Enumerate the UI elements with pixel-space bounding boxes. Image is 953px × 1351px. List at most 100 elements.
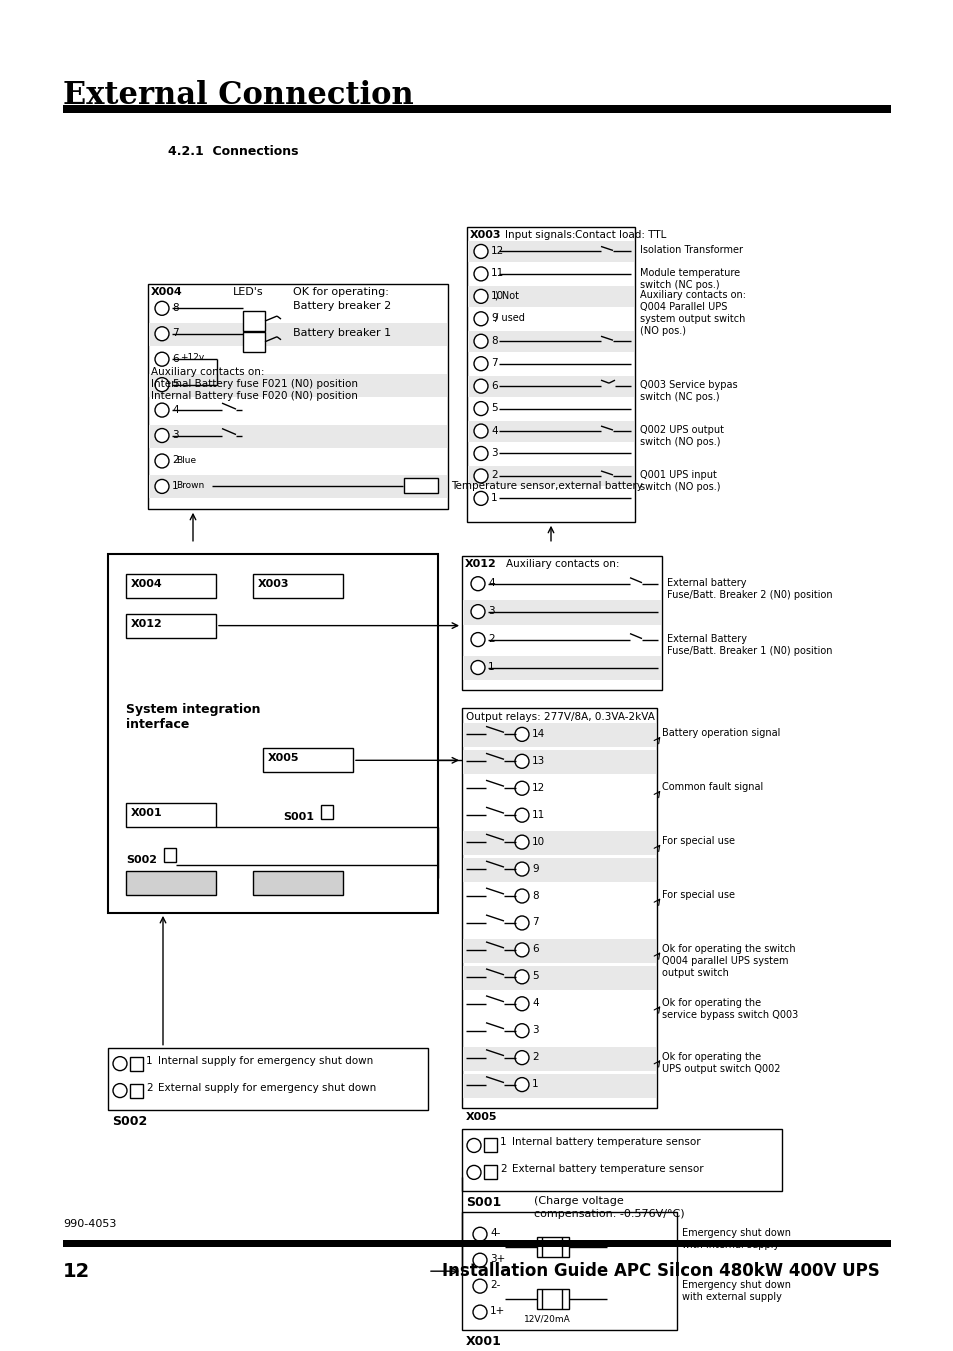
Text: External battery temperature sensor: External battery temperature sensor xyxy=(512,1165,703,1174)
Text: 4: 4 xyxy=(488,578,494,588)
Text: 2: 2 xyxy=(172,455,178,466)
Bar xyxy=(462,655,660,681)
Bar xyxy=(149,323,447,346)
Text: Battery operation signal: Battery operation signal xyxy=(661,728,780,739)
Text: Battery breaker 2: Battery breaker 2 xyxy=(293,301,391,311)
Circle shape xyxy=(515,1051,529,1065)
Text: ) Not: ) Not xyxy=(495,290,518,300)
Bar xyxy=(462,600,660,624)
Text: S002: S002 xyxy=(112,1115,147,1128)
Text: service bypass switch Q003: service bypass switch Q003 xyxy=(661,1009,798,1020)
Text: 7: 7 xyxy=(172,328,178,338)
Text: 2-: 2- xyxy=(490,1281,500,1290)
Text: Q001 UPS input: Q001 UPS input xyxy=(639,470,716,480)
Bar xyxy=(130,1084,143,1097)
Text: 2: 2 xyxy=(491,470,497,481)
Bar xyxy=(462,750,656,774)
Bar xyxy=(468,331,634,351)
Bar xyxy=(126,871,215,894)
Bar xyxy=(461,555,661,690)
Bar xyxy=(164,848,175,862)
Text: Q003 Service bypas: Q003 Service bypas xyxy=(639,380,737,390)
Bar xyxy=(467,227,635,521)
Text: interface: interface xyxy=(126,719,190,731)
Bar xyxy=(468,242,634,262)
Circle shape xyxy=(515,781,529,796)
Text: Auxiliary contacts on:: Auxiliary contacts on: xyxy=(505,559,618,569)
Text: 13: 13 xyxy=(532,755,545,766)
Bar xyxy=(108,554,437,913)
Bar xyxy=(462,831,656,855)
Text: with external supply: with external supply xyxy=(681,1292,781,1302)
Text: 2: 2 xyxy=(532,1052,538,1062)
Text: X004: X004 xyxy=(131,578,163,589)
Text: 12V/20mA: 12V/20mA xyxy=(523,1315,570,1323)
Text: Ok for operating the: Ok for operating the xyxy=(661,998,760,1008)
Text: Auxiliary contacts on:: Auxiliary contacts on: xyxy=(151,366,264,377)
Text: 3: 3 xyxy=(491,449,497,458)
Circle shape xyxy=(474,289,488,304)
Circle shape xyxy=(473,1254,486,1267)
Circle shape xyxy=(154,327,169,340)
Text: 1: 1 xyxy=(172,481,178,490)
Text: X003: X003 xyxy=(470,231,501,240)
Bar xyxy=(63,105,890,112)
Text: Q002 UPS output: Q002 UPS output xyxy=(639,426,723,435)
Bar xyxy=(468,466,634,486)
Bar xyxy=(461,1129,781,1192)
Circle shape xyxy=(154,428,169,443)
Text: 10: 10 xyxy=(532,836,544,847)
Text: Ok for operating the switch: Ok for operating the switch xyxy=(661,944,795,954)
Circle shape xyxy=(474,424,488,438)
Text: Emergency shut down: Emergency shut down xyxy=(681,1228,790,1239)
Text: Fuse/Batt. Breaker 2 (N0) position: Fuse/Batt. Breaker 2 (N0) position xyxy=(666,589,832,600)
Text: 11: 11 xyxy=(491,269,504,278)
Bar xyxy=(462,939,656,963)
Circle shape xyxy=(474,492,488,505)
Circle shape xyxy=(467,1139,480,1152)
Bar xyxy=(462,1047,656,1070)
Text: UPS output switch Q002: UPS output switch Q002 xyxy=(661,1063,780,1074)
Text: 1: 1 xyxy=(146,1055,152,1066)
Text: Contact load: TTL: Contact load: TTL xyxy=(575,231,666,240)
Circle shape xyxy=(467,1166,480,1179)
Text: 6: 6 xyxy=(172,354,178,363)
Text: 5: 5 xyxy=(532,971,538,981)
Text: 12: 12 xyxy=(63,1262,91,1281)
Text: 8: 8 xyxy=(491,336,497,346)
Text: 9: 9 xyxy=(491,313,497,323)
Text: LED's: LED's xyxy=(233,288,263,297)
Text: X012: X012 xyxy=(464,559,497,569)
Circle shape xyxy=(154,301,169,315)
Circle shape xyxy=(515,862,529,875)
Text: 4: 4 xyxy=(491,426,497,435)
Bar xyxy=(537,1289,568,1309)
Circle shape xyxy=(474,312,488,326)
Circle shape xyxy=(473,1227,486,1242)
Text: 4.2.1  Connections: 4.2.1 Connections xyxy=(168,145,298,158)
Circle shape xyxy=(471,661,484,674)
Text: 3: 3 xyxy=(172,430,178,440)
Text: Q004 Parallel UPS: Q004 Parallel UPS xyxy=(639,303,726,312)
Text: X004: X004 xyxy=(151,288,183,297)
Text: 1+: 1+ xyxy=(490,1306,505,1316)
Text: switch (NO pos.): switch (NO pos.) xyxy=(639,482,720,492)
Text: +12v: +12v xyxy=(180,353,204,362)
Circle shape xyxy=(515,835,529,850)
Circle shape xyxy=(154,353,169,366)
Text: (Charge voltage: (Charge voltage xyxy=(534,1197,623,1206)
Bar xyxy=(108,1047,428,1109)
Text: Installation Guide APC Silcon 480kW 400V UPS: Installation Guide APC Silcon 480kW 400V… xyxy=(442,1262,879,1281)
Text: 2: 2 xyxy=(146,1082,152,1093)
Text: External Battery: External Battery xyxy=(666,634,746,643)
Text: system output switch: system output switch xyxy=(639,315,744,324)
Circle shape xyxy=(154,454,169,467)
Text: switch (NC pos.): switch (NC pos.) xyxy=(639,280,719,290)
Text: 7: 7 xyxy=(532,917,538,928)
Circle shape xyxy=(474,380,488,393)
Bar xyxy=(126,804,215,827)
Circle shape xyxy=(474,334,488,349)
Circle shape xyxy=(515,943,529,957)
Text: 2: 2 xyxy=(488,634,494,644)
Bar xyxy=(253,871,343,894)
